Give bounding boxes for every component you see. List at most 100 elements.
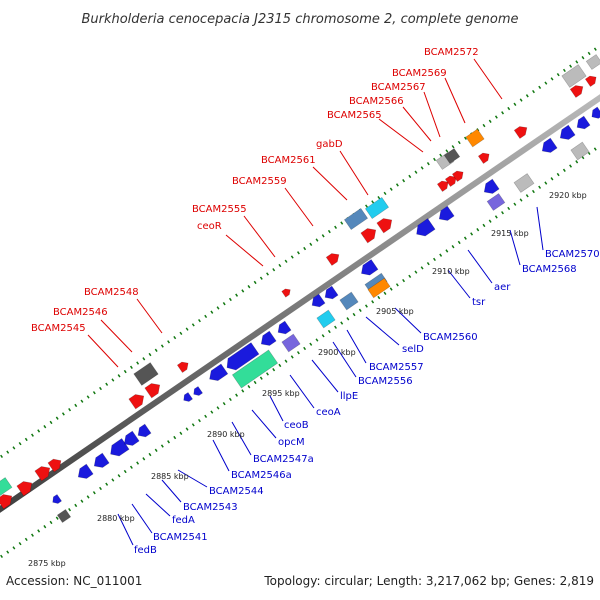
gene-feature-dark-cds — [133, 362, 159, 386]
forward-gene-label: BCAM2561 — [261, 155, 316, 166]
reverse-gene-label: aer — [494, 282, 511, 293]
gene-feature-blue-cds — [591, 106, 600, 119]
reverse-gene-label: fedA — [172, 515, 195, 526]
reverse-gene-label: opcM — [278, 437, 305, 448]
forward-label-leader — [87, 334, 119, 368]
gene-feature-cyan-cds — [364, 196, 390, 220]
reverse-label-leader — [269, 395, 284, 422]
reverse-label-leader — [212, 439, 230, 472]
reverse-label-leader — [467, 249, 493, 284]
gene-feature-blue-cds — [416, 218, 436, 237]
forward-tick-line — [0, 44, 600, 460]
reverse-gene-label: BCAM2543 — [183, 502, 238, 513]
forward-label-leader — [378, 118, 424, 153]
gene-feature-red-cds — [376, 218, 393, 234]
reverse-label-leader — [131, 503, 153, 534]
gene-feature-red-cds — [0, 494, 13, 510]
genome-backbone — [0, 94, 600, 513]
gene-feature-dark-cds — [443, 148, 461, 164]
forward-label-leader — [473, 58, 503, 100]
gene-labels: BCAM2545 BCAM2546 BCAM2548 ceoR BCAM2555 BCAM… — [31, 47, 600, 556]
gene-feature-cyan-cds — [316, 309, 336, 329]
reverse-label-leader — [394, 307, 422, 334]
reverse-gene-label: llpE — [340, 391, 358, 402]
reverse-label-leader — [311, 359, 339, 393]
scale-label: 2905 kbp — [376, 307, 414, 316]
reverse-gene-label: BCAM2544 — [209, 486, 264, 497]
reverse-label-leader — [145, 493, 171, 517]
reverse-label-leader — [332, 341, 357, 378]
gene-feature-red-cds — [281, 288, 291, 298]
reverse-label-leader — [117, 513, 134, 546]
gene-feature-red-cds — [144, 383, 161, 399]
forward-gene-label: ceoR — [197, 221, 222, 232]
gene-feature-violet-cds — [486, 193, 506, 211]
gene-feature-blue-cds — [559, 124, 576, 140]
gene-feature-steel-cds — [339, 291, 359, 311]
reverse-label-leader — [251, 409, 277, 439]
gene-feature-blue-cds — [260, 330, 277, 346]
scale-label: 2910 kbp — [432, 267, 470, 276]
gene-feature-red-cds — [360, 228, 377, 244]
gene-features — [0, 54, 600, 523]
gene-feature-blue-cds — [77, 463, 94, 479]
gene-feature-red-cds — [47, 458, 62, 473]
forward-gene-label: BCAM2546 — [53, 307, 108, 318]
gene-feature-red-cds — [325, 253, 340, 266]
scale-label: 2920 kbp — [549, 191, 587, 200]
forward-label-leader — [243, 215, 276, 258]
scale-label: 2880 kbp — [97, 514, 135, 523]
gene-feature-blue-cds — [52, 494, 62, 504]
gene-feature-blue-cds — [137, 423, 152, 438]
gene-feature-blue-cds — [209, 363, 229, 381]
forward-gene-label: gabD — [316, 139, 343, 150]
forward-gene-label: BCAM2567 — [371, 82, 426, 93]
forward-label-leader — [444, 77, 466, 124]
gene-feature-red-cds — [513, 126, 528, 139]
scale-label: 2885 kbp — [151, 472, 189, 481]
gene-feature-grey-cds — [513, 173, 535, 193]
scale-label: 2895 kbp — [262, 389, 300, 398]
gene-feature-red-cds — [569, 85, 584, 98]
reverse-label-leader — [346, 329, 367, 364]
forward-label-leader — [225, 234, 264, 267]
forward-label-leader — [339, 150, 369, 196]
map-title: Burkholderia cenocepacia J2315 chromosom… — [81, 12, 518, 27]
reverse-label-leader — [509, 229, 521, 266]
forward-label-leader — [312, 166, 348, 201]
gene-feature-red-cds — [477, 152, 490, 164]
gene-feature-blue-cds — [123, 430, 140, 446]
gene-feature-grey-cds — [561, 64, 587, 88]
reverse-label-leader — [289, 374, 315, 409]
gene-feature-blue-cds — [277, 320, 292, 335]
reverse-gene-label: BCAM2546a — [231, 470, 292, 481]
forward-gene-label: BCAM2548 — [84, 287, 139, 298]
reverse-label-leader — [161, 479, 182, 503]
gene-feature-red-cds — [128, 394, 145, 410]
gene-feature-blue-cds — [93, 452, 110, 468]
scale-label: 2890 kbp — [207, 430, 245, 439]
gene-feature-blue-cds — [183, 392, 193, 402]
forward-label-leader — [100, 319, 133, 353]
reverse-gene-label: tsr — [472, 297, 486, 308]
gene-feature-red-cds — [436, 180, 449, 192]
forward-label-leader — [284, 187, 314, 227]
gene-feature-blue-cds — [541, 137, 558, 153]
gene-feature-dark-cds — [56, 509, 72, 523]
gene-feature-steel-cds — [343, 207, 369, 231]
reverse-gene-label: fedB — [134, 545, 157, 556]
reverse-gene-label: BCAM2568 — [522, 264, 577, 275]
gene-feature-orange-cds — [465, 128, 485, 148]
gene-feature-blue-cds — [438, 205, 455, 221]
accession-text: Accession: NC_011001 — [6, 574, 142, 588]
gene-feature-blue-cds — [226, 342, 260, 371]
gene-feature-red-cds — [444, 175, 457, 187]
reverse-gene-label: ceoA — [316, 407, 341, 418]
reverse-gene-label: ceoB — [284, 420, 309, 431]
gene-feature-blue-cds — [193, 386, 203, 396]
gene-feature-orange-cds — [367, 277, 391, 299]
forward-label-leader — [136, 298, 163, 334]
scale-label: 2875 kbp — [28, 559, 66, 568]
